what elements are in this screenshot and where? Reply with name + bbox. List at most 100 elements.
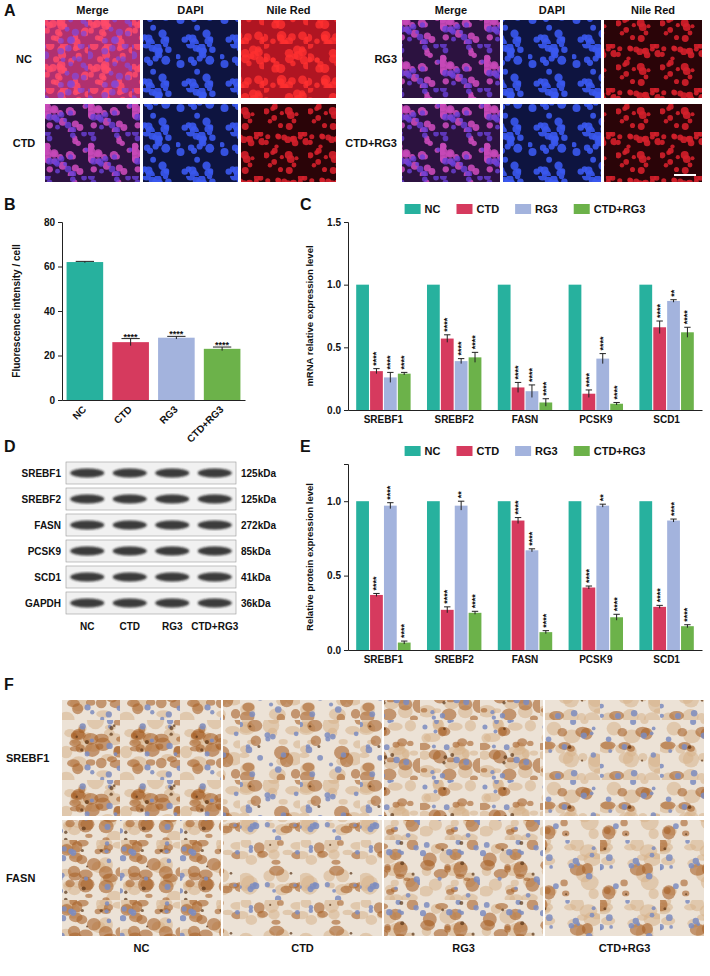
y-axis-line	[344, 223, 349, 411]
bar	[582, 588, 595, 650]
panel-letter: D	[4, 438, 16, 455]
x-tick-group: SCD1	[653, 650, 680, 665]
plot-marks	[67, 261, 241, 400]
error-bar	[545, 399, 546, 407]
bar	[610, 617, 623, 650]
blot-band	[70, 599, 104, 608]
bar	[398, 374, 411, 410]
x-tick-label: RG3	[157, 403, 180, 426]
error-cap	[600, 504, 606, 505]
x-tick-group: PCSK9	[579, 650, 613, 665]
x-axis-line	[349, 410, 703, 411]
blot-band	[70, 573, 104, 582]
y-axis-line	[58, 223, 63, 401]
significance: ****	[541, 613, 551, 628]
y-tick-label: 1.0	[327, 496, 341, 507]
error-cap	[387, 502, 393, 503]
protein-label: FASN	[34, 520, 61, 531]
blot-band	[155, 599, 189, 608]
y-tick	[58, 400, 62, 401]
error-cap	[401, 641, 407, 642]
bar	[370, 595, 383, 650]
x-tick-label: SREBF1	[364, 414, 404, 425]
ihc-image	[545, 820, 704, 936]
blot-band	[155, 495, 189, 504]
x-tick-label: CTD	[112, 404, 134, 426]
column-label: CTD+RG3	[599, 942, 651, 954]
error-bar	[390, 503, 391, 509]
blot-band	[70, 469, 104, 478]
bar	[469, 613, 482, 650]
ihc-image	[223, 820, 382, 936]
blot-band	[70, 495, 104, 504]
legend-swatch	[574, 204, 590, 214]
x-tick-group: SCD1	[653, 410, 680, 425]
panel-letter: F	[4, 676, 14, 693]
significance: ****	[513, 365, 523, 380]
blot-band	[198, 573, 232, 582]
bar	[427, 501, 440, 650]
x-tick-group: CTD	[112, 400, 134, 426]
significance: ****	[682, 607, 692, 622]
y-tick	[344, 650, 348, 651]
size-label: 272kDa	[241, 520, 276, 531]
error-bar	[475, 352, 476, 362]
bar	[653, 607, 666, 650]
y-tick-label: 1.0	[327, 279, 341, 290]
legend-swatch	[457, 446, 473, 456]
micrograph	[143, 104, 238, 182]
error-bar	[588, 390, 589, 398]
legend-swatch	[405, 204, 421, 214]
significance: **	[669, 289, 679, 297]
y-axis-line	[344, 465, 349, 651]
bar	[455, 506, 468, 650]
size-label: 85kDa	[241, 546, 271, 557]
y-axis: 020406080	[44, 217, 63, 406]
x-tick-group: FASN	[512, 410, 539, 425]
blot-band	[198, 495, 232, 504]
error-bar	[461, 501, 462, 510]
blot-band	[155, 573, 189, 582]
error-bar	[376, 369, 377, 374]
x-tick-group: PCSK9	[579, 410, 613, 425]
y-tick	[58, 356, 62, 357]
legend-label: CTD	[477, 445, 500, 457]
legend-label: NC	[425, 203, 441, 215]
blot-strip	[66, 540, 236, 562]
legend-label: RG3	[535, 203, 558, 215]
significance: **	[456, 491, 466, 499]
row-label: CTD	[13, 137, 36, 149]
bar	[569, 501, 582, 650]
panel-d: DSREBF1125kDaSREBF2125kDaFASN272kDaPCSK9…	[4, 438, 276, 632]
x-tick-group: SREBF2	[434, 650, 474, 665]
error-cap	[529, 548, 535, 549]
blot-band	[155, 547, 189, 556]
blot-band	[198, 547, 232, 556]
column-label: NC	[134, 942, 150, 954]
y-tick-label: 80	[44, 217, 56, 228]
bar	[498, 285, 511, 410]
x-tick-group: SREBF1	[364, 650, 404, 665]
legend-swatch	[515, 446, 531, 456]
legend-swatch	[457, 204, 473, 214]
bar	[112, 342, 149, 400]
panel-f: FSREBF1FASNNCCTDRG3CTD+RG3	[4, 676, 704, 954]
y-tick-label: 0.5	[327, 570, 341, 581]
significance: ****	[456, 341, 466, 356]
x-tick-group: RG3	[157, 400, 180, 426]
plot-marks	[356, 285, 694, 410]
x-tick-label: SCD1	[653, 654, 680, 665]
significance: ****	[399, 355, 409, 370]
error-cap	[458, 501, 464, 502]
x-axis-line	[63, 400, 246, 401]
bar	[356, 285, 369, 410]
micrograph	[241, 20, 336, 98]
significance: ****	[527, 531, 537, 546]
column-label: CTD	[291, 942, 314, 954]
micrograph	[503, 20, 601, 98]
significance: ****	[584, 372, 594, 387]
bar	[370, 371, 383, 410]
ihc-image	[384, 700, 543, 816]
blot-strip	[66, 592, 236, 614]
figure: AMergeDAPINile RedNCCTDMergeDAPINile Red…	[0, 0, 710, 976]
